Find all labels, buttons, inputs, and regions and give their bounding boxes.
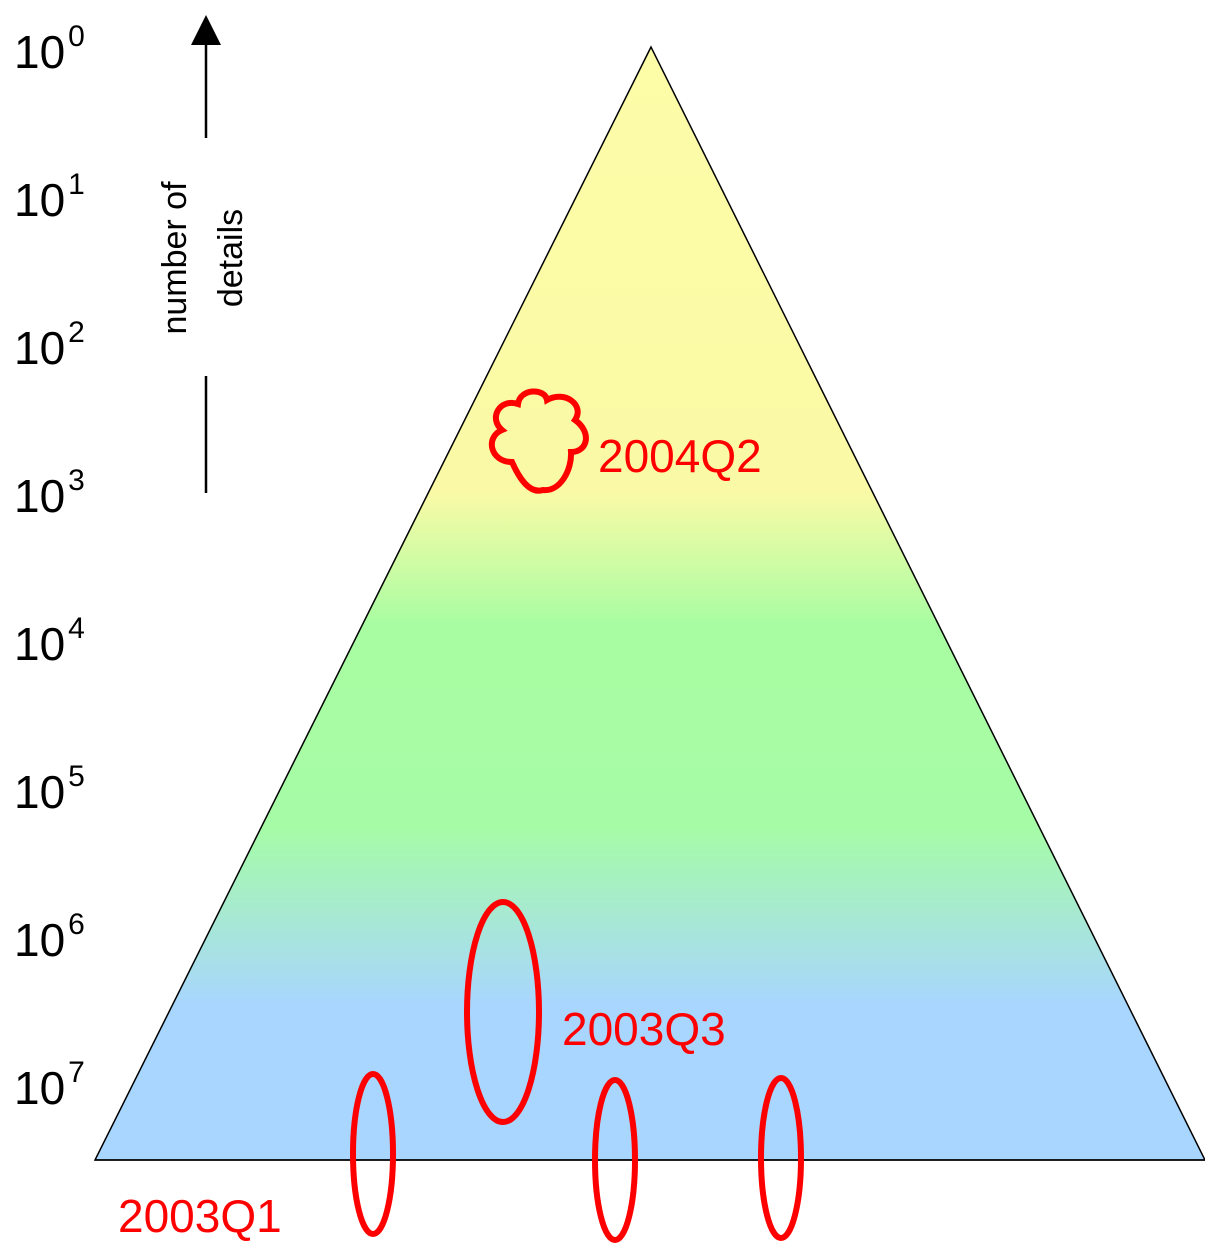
tick-label: 10 5 [14,760,85,818]
axis-label-line1: number of [156,181,194,335]
tick-label: 10 3 [14,464,85,522]
tick-label: 10 4 [14,612,85,670]
callout-label-2004q2: 2004Q2 [598,430,762,482]
tick-label: 10 6 [14,908,85,966]
axis-label-line2: details [212,209,250,307]
cloud-icon [488,388,589,494]
tick-label: 10 7 [14,1056,85,1114]
tick-label: 10 2 [14,316,85,374]
callout-label-2003q3: 2003Q3 [562,1003,726,1055]
ellipse-marker-2003q1 [758,1075,804,1241]
axis-label: number of details [156,181,250,335]
tick-label: 10 1 [14,168,85,226]
ellipse-marker-2003q1 [592,1077,638,1243]
callout-label-2003q1: 2003Q1 [118,1190,282,1242]
tick-labels: 10 0 10 1 10 2 10 3 10 4 10 5 10 6 10 7 [14,20,85,1114]
detail-pyramid [93,45,1205,1161]
tick-label: 10 0 [14,20,85,78]
ellipse-marker-2003q1 [350,1071,396,1237]
ellipse-marker-2003q3 [464,899,542,1125]
